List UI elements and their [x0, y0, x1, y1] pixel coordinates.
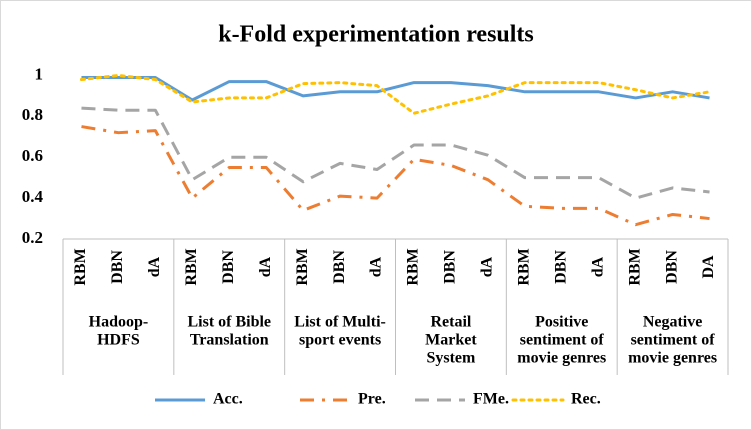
y-tick-label: 1 [35, 64, 44, 83]
x-tick-label: RBM [626, 248, 643, 285]
legend-label: Pre. [358, 391, 386, 408]
x-tick-label: dA [589, 256, 606, 277]
group-label: List of Bible [187, 314, 271, 331]
group-label: Market [425, 332, 477, 349]
x-tick-label: dA [257, 256, 274, 277]
group-label: movie genres [517, 350, 606, 367]
x-tick-label: DA [700, 255, 717, 279]
chart-title: k-Fold experimentation results [218, 22, 534, 48]
group-label: Retail [430, 314, 471, 331]
x-tick-label: DBN [442, 250, 459, 284]
legend-label: Rec. [571, 391, 601, 408]
x-tick-label: dA [146, 256, 163, 277]
x-tick-label: RBM [183, 248, 200, 285]
x-tick-label: RBM [405, 248, 422, 285]
group-label: Positive [535, 314, 588, 331]
x-tick-label: DBN [663, 250, 680, 284]
group-label: Negative [643, 314, 703, 331]
group-label: Translation [190, 332, 269, 349]
x-tick-label: RBM [515, 248, 532, 285]
y-tick-label: 0.8 [22, 105, 43, 124]
group-label: List of Multi- [294, 314, 386, 331]
group-label: System [426, 350, 476, 367]
x-tick-label: DBN [220, 250, 237, 284]
y-tick-label: 0.4 [22, 187, 44, 206]
group-label: movie genres [628, 350, 717, 367]
group-label: HDFS [97, 332, 140, 349]
x-tick-label: dA [479, 256, 496, 277]
group-label: sentiment of [520, 332, 605, 349]
data-line [81, 106, 710, 200]
data-line [81, 125, 710, 227]
group-label: Hadoop- [89, 314, 149, 331]
group-label: sport events [299, 332, 381, 349]
legend-label: Acc. [213, 391, 243, 408]
y-tick-label: 0.2 [22, 228, 43, 247]
x-tick-label: RBM [294, 248, 311, 285]
x-tick-label: DBN [109, 250, 126, 284]
legend-label: FMe. [473, 391, 509, 408]
x-tick-label: dA [368, 256, 385, 277]
x-tick-label: DBN [552, 250, 569, 284]
x-tick-label: RBM [72, 248, 89, 285]
x-tick-label: DBN [331, 250, 348, 284]
y-tick-label: 0.6 [22, 146, 43, 165]
data-line [81, 75, 710, 102]
group-label: sentiment of [631, 332, 716, 349]
data-line [79, 73, 712, 115]
